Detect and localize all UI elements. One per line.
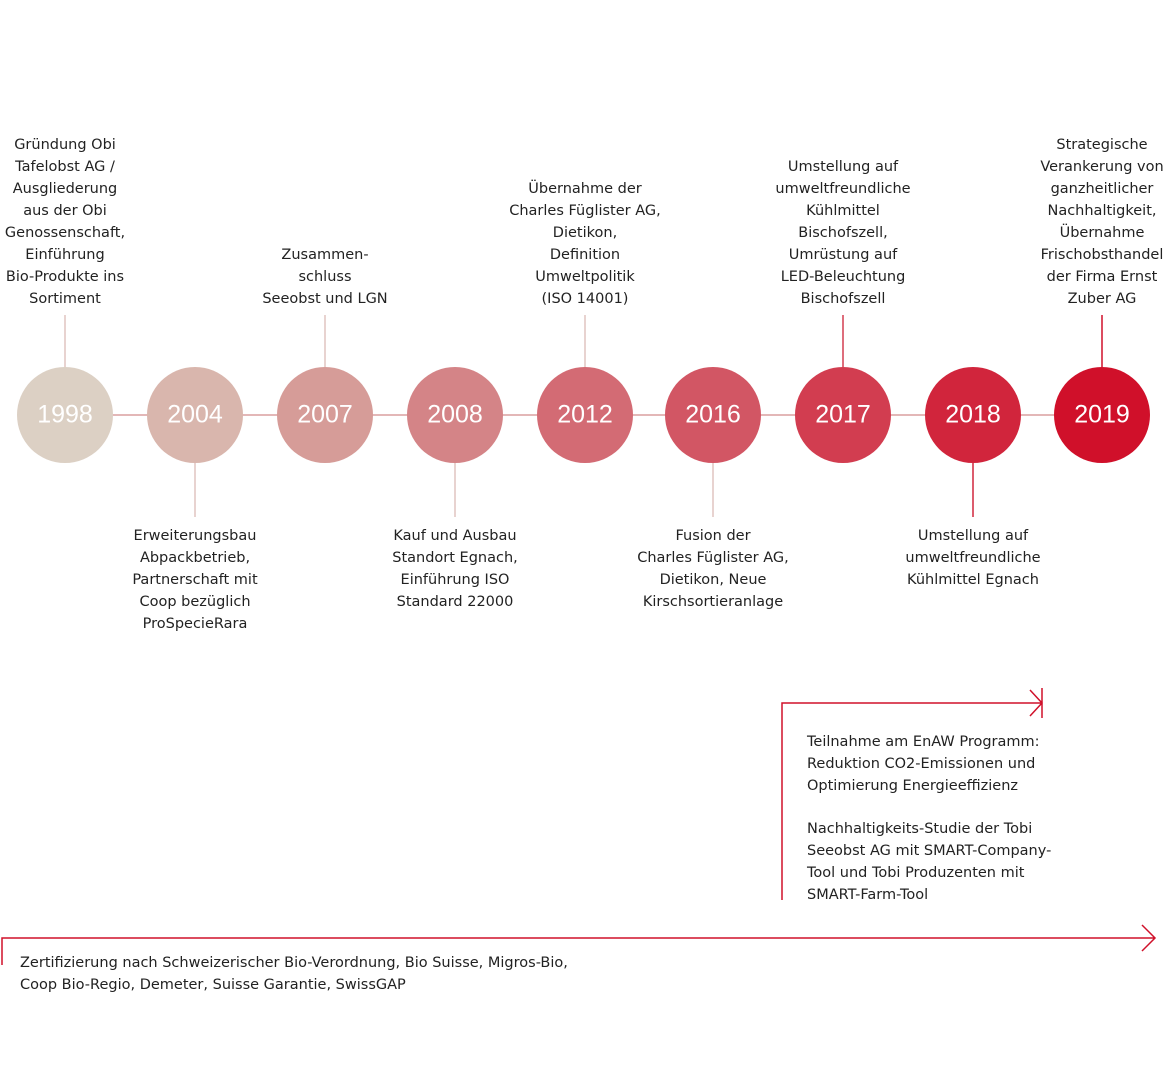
- milestone-text: Frischobsthandel: [1041, 247, 1164, 263]
- milestone-text: Definition: [550, 247, 620, 263]
- study-text: Tool und Tobi Produzenten mit: [806, 865, 1025, 881]
- milestone-text: Zusammen-: [281, 247, 368, 263]
- milestone-text: Umstellung auf: [918, 528, 1029, 544]
- year-label: 2004: [167, 401, 223, 429]
- certification-text: Zertifizierung nach Schweizerischer Bio-…: [20, 955, 568, 971]
- study-text: Nachhaltigkeits-Studie der Tobi: [807, 821, 1032, 837]
- year-circle: [277, 367, 373, 463]
- milestone-text: schluss: [298, 269, 351, 285]
- milestone-text: umweltfreundliche: [905, 550, 1040, 566]
- milestone-text: Bischofszell,: [798, 225, 887, 241]
- milestone-text: (ISO 14001): [542, 291, 629, 307]
- year-circle: [665, 367, 761, 463]
- milestone-text: Nachhaltigkeit,: [1047, 203, 1156, 219]
- milestone-text: Kirschsortieranlage: [643, 594, 783, 610]
- milestone-text: Genossenschaft,: [5, 225, 125, 241]
- milestone-text: Kühlmittel Egnach: [907, 572, 1039, 588]
- milestone-text: Kauf und Ausbau: [393, 528, 516, 544]
- milestone-text: Verankerung von: [1040, 159, 1163, 175]
- milestone-text: Gründung Obi: [14, 137, 116, 153]
- milestone-text: Umstellung auf: [788, 159, 899, 175]
- milestone-text: LED-Beleuchtung: [781, 269, 906, 285]
- milestone-text: Sortiment: [29, 291, 101, 307]
- milestone-text: umweltfreundliche: [775, 181, 910, 197]
- milestone-text: Strategische: [1056, 137, 1147, 153]
- milestone-text: Charles Füglister AG,: [509, 203, 661, 219]
- year-circle: [1054, 367, 1150, 463]
- milestone-text: Einführung: [25, 247, 104, 263]
- milestone-text: Ausgliederung: [13, 181, 118, 197]
- year-label: 2016: [685, 401, 741, 429]
- year-label: 2012: [557, 401, 613, 429]
- milestone-text: Partnerschaft mit: [132, 572, 258, 588]
- year-circle: [147, 367, 243, 463]
- milestone-text: Umweltpolitik: [535, 269, 635, 285]
- year-label: 2017: [815, 401, 871, 429]
- milestone-text: Umrüstung auf: [789, 247, 898, 263]
- milestone-text: Abpackbetrieb,: [140, 550, 250, 566]
- year-label: 1998: [37, 401, 93, 429]
- certification-text: Coop Bio-Regio, Demeter, Suisse Garantie…: [20, 977, 406, 993]
- milestone-text: Tafelobst AG /: [14, 159, 115, 175]
- year-label: 2018: [945, 401, 1001, 429]
- year-circle: [925, 367, 1021, 463]
- milestone-text: Erweiterungsbau: [134, 528, 257, 544]
- milestone-text: Zuber AG: [1068, 291, 1137, 307]
- milestone-text: Charles Füglister AG,: [637, 550, 789, 566]
- milestone-text: Kühlmittel: [806, 203, 880, 219]
- year-circle: [795, 367, 891, 463]
- program-arrow: [781, 688, 1044, 900]
- milestone-text: Seeobst und LGN: [262, 291, 387, 307]
- year-circle: [17, 367, 113, 463]
- study-text: Seeobst AG mit SMART-Company-: [807, 843, 1051, 859]
- milestone-text: ganzheitlicher: [1051, 181, 1154, 197]
- program-text: Optimierung Energieeffizienz: [807, 778, 1018, 794]
- milestone-text: aus der Obi: [23, 203, 107, 219]
- milestone-text: Dietikon, Neue: [660, 572, 767, 588]
- milestone-text: Standort Egnach,: [392, 550, 518, 566]
- year-label: 2008: [427, 401, 483, 429]
- milestone-text: Übernahme: [1060, 223, 1145, 241]
- milestone-text: der Firma Ernst: [1047, 269, 1158, 285]
- study-text: SMART-Farm-Tool: [807, 887, 928, 903]
- milestone-text: Übernahme der: [528, 179, 641, 197]
- milestone-text: Fusion der: [675, 528, 750, 544]
- milestone-text: Dietikon,: [553, 225, 617, 241]
- milestone-text: Bischofszell: [801, 291, 886, 307]
- year-circle: [407, 367, 503, 463]
- content: 1998 Gründung Obi Tafelobst AG / Ausglieder…: [5, 137, 1164, 993]
- milestone-text: Standard 22000: [397, 594, 514, 610]
- milestone-text: Bio-Produkte ins: [6, 269, 124, 285]
- program-text: Teilnahme am EnAW Programm:: [806, 734, 1040, 750]
- year-label: 2019: [1074, 401, 1130, 429]
- certification-arrow: [1, 924, 1157, 965]
- year-label: 2007: [297, 401, 353, 429]
- milestone-text: Einführung ISO: [401, 572, 510, 588]
- milestone-text: Coop bezüglich: [139, 594, 250, 610]
- year-circle: [537, 367, 633, 463]
- milestone-text: ProSpecieRara: [143, 616, 248, 632]
- program-text: Reduktion CO2-Emissionen und: [807, 756, 1035, 772]
